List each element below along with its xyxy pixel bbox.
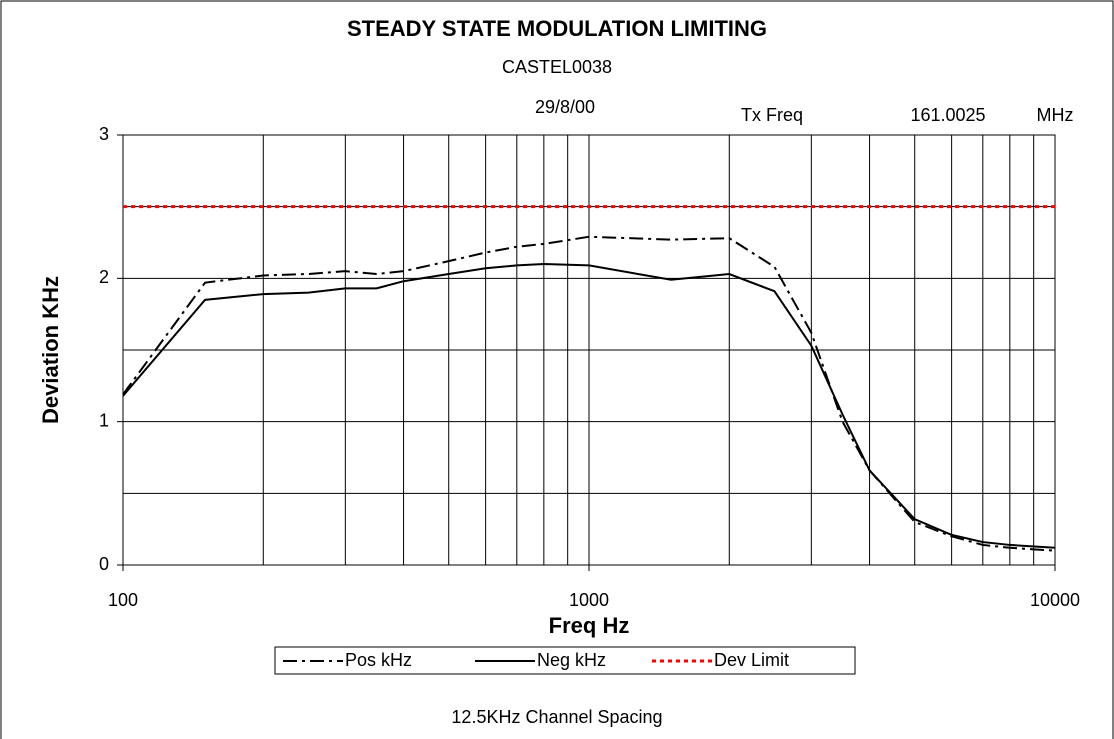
chart-subtitle: CASTEL0038 <box>502 57 612 77</box>
footer-note: 12.5KHz Channel Spacing <box>451 707 662 727</box>
data-line <box>122 235 1056 552</box>
y-tick-label: 1 <box>99 410 109 430</box>
x-tick-label: 1000 <box>569 590 609 610</box>
annotation: MHz <box>1037 105 1074 125</box>
y-tick-label: 3 <box>99 124 109 144</box>
y-tick-label: 0 <box>99 554 109 574</box>
legend-box <box>274 646 856 675</box>
chart-title: STEADY STATE MODULATION LIMITING <box>347 16 767 41</box>
annotation: 29/8/00 <box>535 97 595 117</box>
y-tick-label: 2 <box>99 267 109 287</box>
data-line <box>122 262 1056 549</box>
x-tick-label: 10000 <box>1030 590 1080 610</box>
annotation: Tx Freq <box>741 105 803 125</box>
legend-label: Dev Limit <box>714 650 789 670</box>
x-axis-label: Freq Hz <box>549 613 630 638</box>
y-axis-label: Deviation KHz <box>38 276 63 424</box>
annotation: 161.0025 <box>910 105 985 125</box>
legend-label: Pos kHz <box>345 650 412 670</box>
legend-label: Neg kHz <box>537 650 606 670</box>
x-tick-label: 100 <box>108 590 138 610</box>
